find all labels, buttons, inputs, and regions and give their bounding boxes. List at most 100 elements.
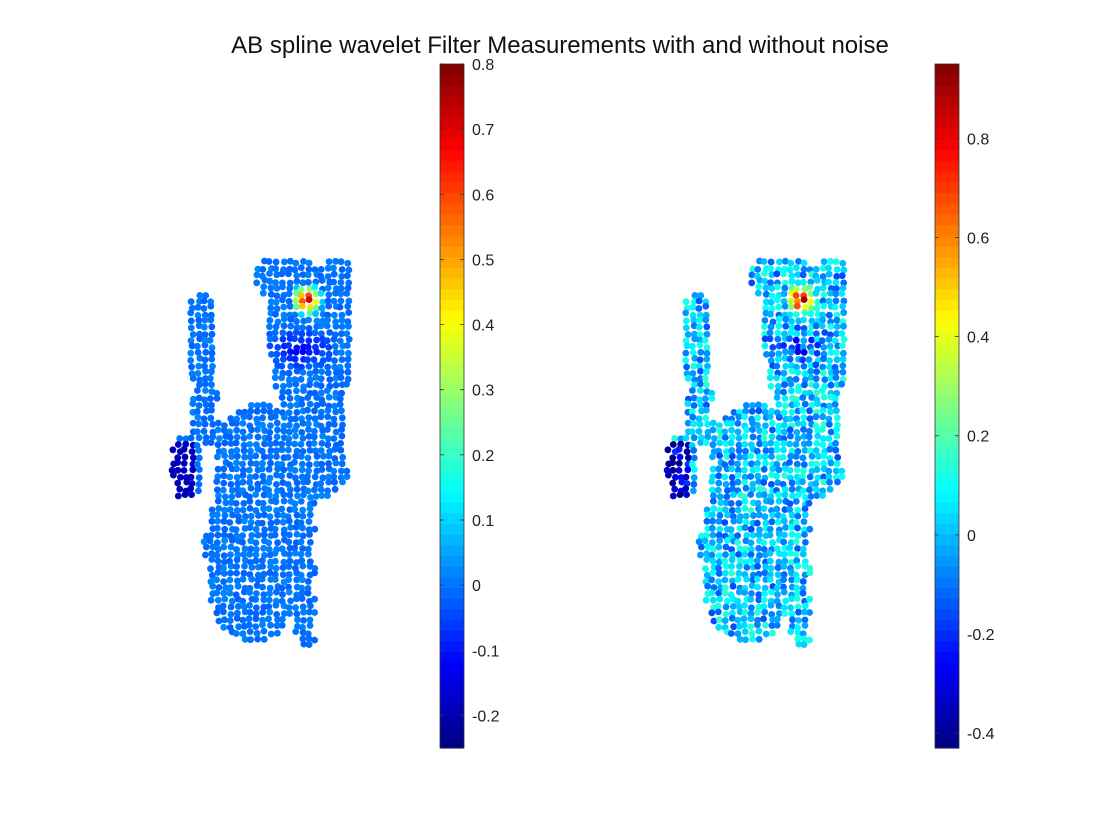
scatter-point [306,511,314,519]
scatter-point [286,279,294,287]
scatter-point [786,355,794,363]
scatter-point [833,323,841,330]
scatter-point [226,519,234,526]
scatter-point [305,325,313,332]
scatter-point [248,575,256,583]
scatter-point [775,322,783,330]
colorbar-segment [440,619,464,632]
scatter-point [300,387,307,394]
scatter-point [769,539,776,547]
scatter-point [286,257,294,265]
scatter-point [775,315,783,323]
colorbar-segment [440,480,464,493]
scatter-point [331,445,339,453]
scatter-point [286,557,294,565]
scatter-point [689,349,697,356]
scatter-point [722,603,730,611]
scatter-point [338,426,345,433]
scatter-point [241,453,249,461]
colorbar-segment [935,491,959,503]
scatter-point [306,608,313,616]
scatter-point [324,441,332,449]
scatter-point [684,400,692,407]
scatter-point [789,623,796,630]
colorbar-segment [935,726,959,738]
scatter-point [305,641,313,648]
scatter-point [278,505,286,513]
scatter-point [801,505,809,513]
scatter-point [793,576,801,584]
scatter-point [202,292,210,299]
colorbar-segment [440,192,464,204]
scatter-point [265,596,273,604]
scatter-point [324,297,332,305]
scatter-point [762,459,769,467]
scatter-point [286,302,294,310]
colorbar-segment [440,683,464,696]
colorbar-segment [440,459,464,471]
scatter-point [292,329,300,336]
scatter-point [794,271,802,278]
scatter-point [690,466,698,473]
scatter-point [749,635,756,643]
colorbar-segment [440,202,464,215]
scatter-point [252,557,260,565]
scatter-point [792,264,800,272]
scatter-point [767,439,775,447]
scatter-point [274,511,281,519]
scatter-point [729,582,737,590]
scatter-point [755,635,763,643]
scatter-point [195,466,203,473]
colorbar-segment [440,395,464,407]
scatter-point [246,609,254,616]
scatter-point [305,363,313,370]
scatter-point [304,454,312,462]
colorbar-segment [935,662,959,674]
scatter-point [232,500,240,507]
scatter-point [248,532,256,539]
scatter-point [696,311,704,319]
scatter-point [734,616,742,624]
scatter-point [710,492,717,500]
scatter-point [280,355,287,363]
scatter-point [760,546,768,553]
scatter-point [285,588,293,596]
colorbar-segment [935,577,959,589]
scatter-point [278,394,286,401]
scatter-point [760,539,768,547]
scatter-point [721,434,729,441]
scatter-point [226,434,234,441]
scatter-point [756,440,763,448]
scatter-point [833,356,841,363]
scatter-point [736,635,744,643]
scatter-point [338,273,346,280]
scatter-point [806,473,814,481]
scatter-point [293,511,301,519]
scatter-point [202,367,209,375]
scatter-point [214,517,222,525]
scatter-point [805,356,813,364]
scatter-point [265,546,273,553]
scatter-point [235,623,243,631]
scatter-point [291,440,299,448]
scatter-point [747,615,755,623]
scatter-point [813,330,820,338]
scatter-point [318,350,326,357]
scatter-point [787,303,795,311]
scatter-point [337,258,345,266]
scatter-point [300,617,307,624]
scatter-point [753,447,761,455]
scatter-point [272,279,279,287]
colorbar-segment [935,74,959,86]
scatter-point [226,576,234,584]
scatter-point [800,518,808,525]
colorbar-segment [440,726,464,738]
scatter-point [708,539,716,547]
scatter-point [749,265,757,273]
scatter-point [792,538,800,546]
scatter-point [345,266,353,274]
scatter-point [775,382,782,390]
scatter-point [780,588,788,596]
scatter-point [677,440,685,448]
scatter-point [292,452,300,460]
